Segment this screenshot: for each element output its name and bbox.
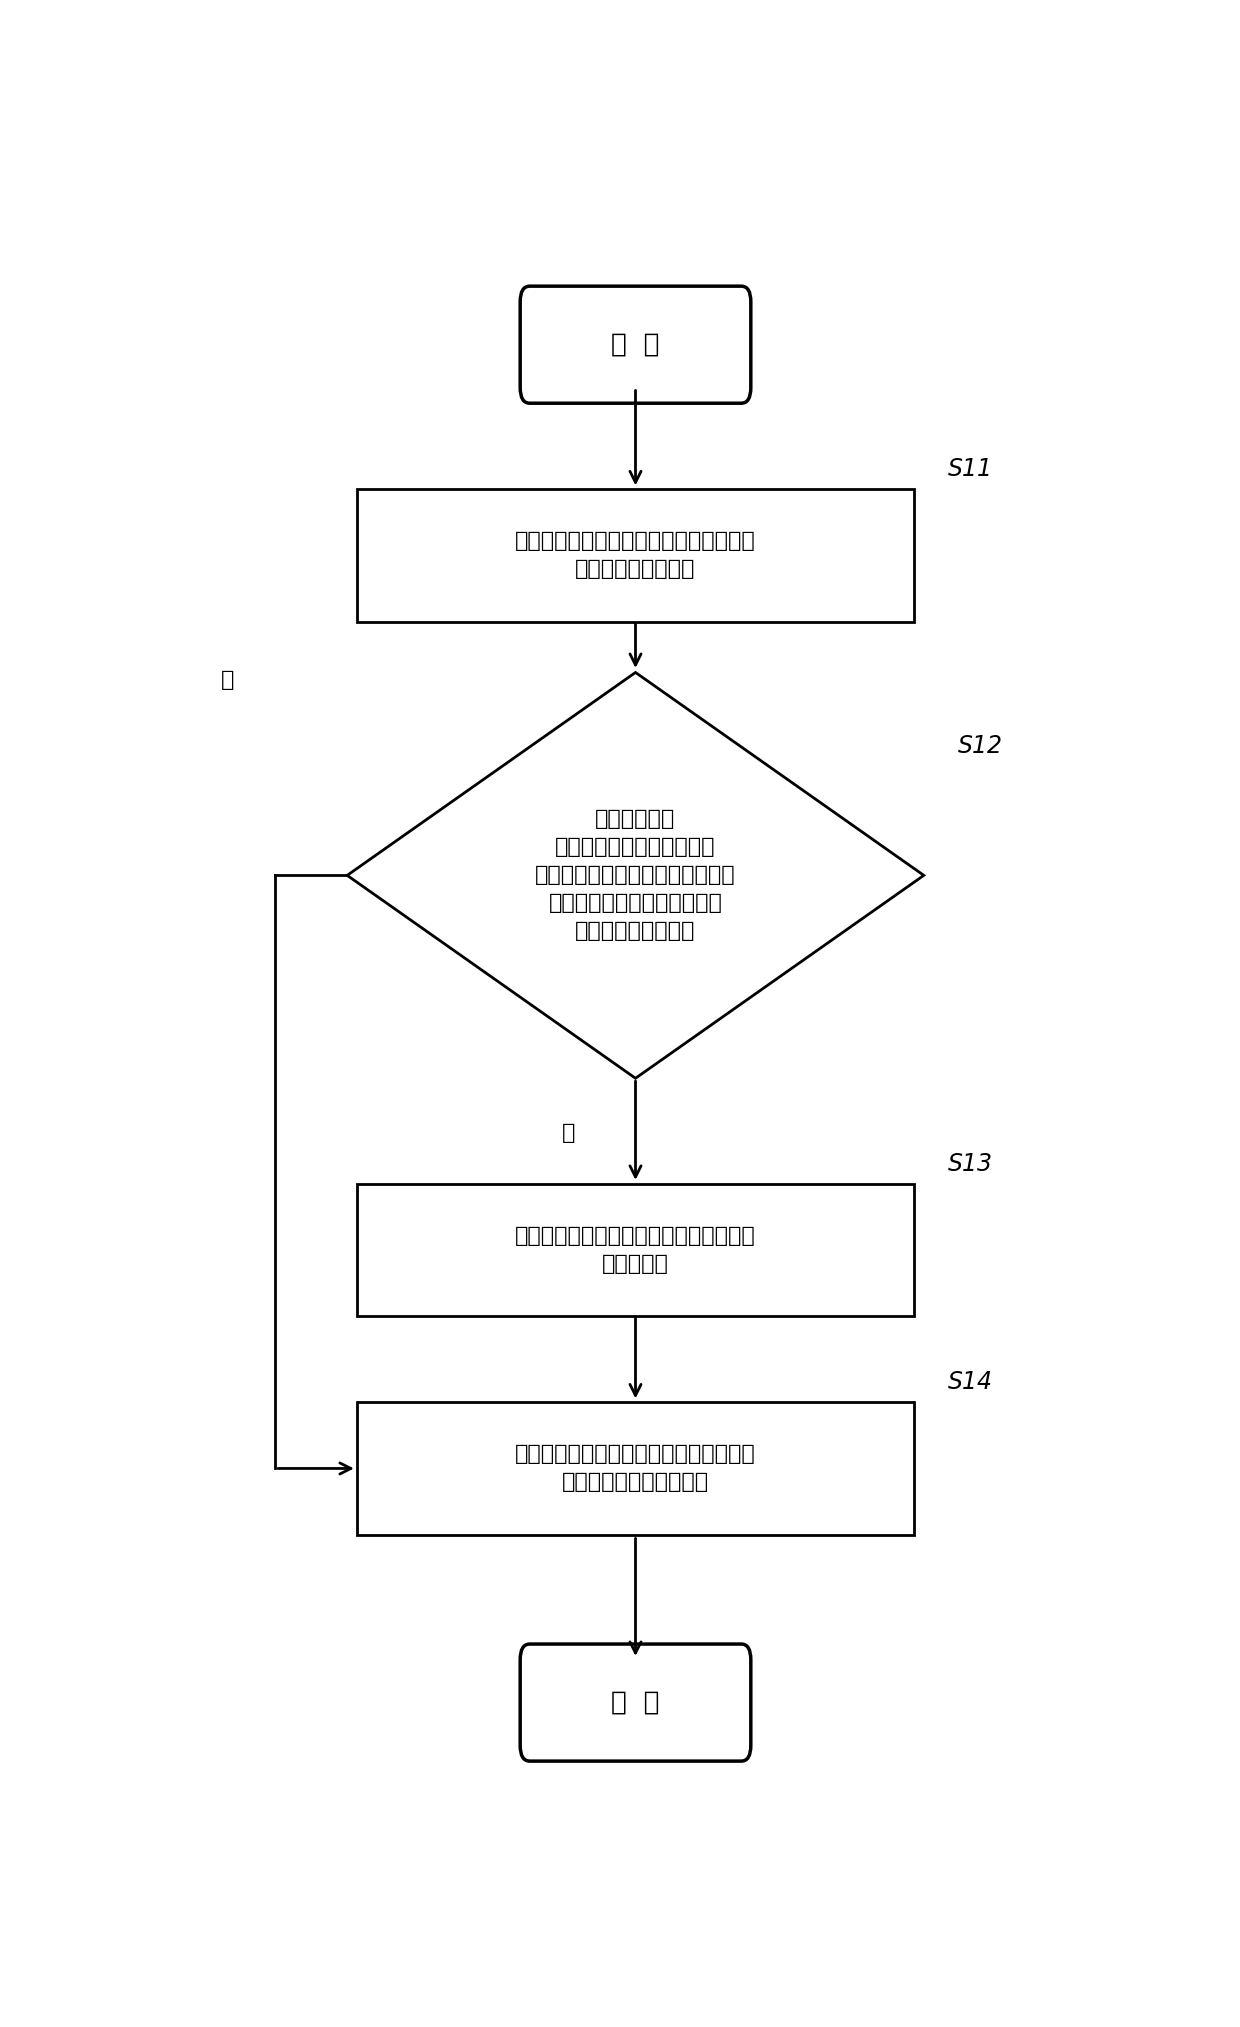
Text: 所述接口类型为局域网接口的内核网络接
口接收待转发数据包: 所述接口类型为局域网接口的内核网络接 口接收待转发数据包 [515,531,756,580]
Polygon shape [347,673,924,1078]
Bar [357,489,914,622]
Text: 开  始: 开 始 [611,332,660,357]
FancyBboxPatch shape [521,1644,751,1761]
Text: 于所述待转发数据包中添加内核网络接口
的接口标记: 于所述待转发数据包中添加内核网络接口 的接口标记 [515,1226,756,1273]
Text: S12: S12 [957,734,1002,758]
Bar [357,1403,914,1534]
Text: 结  束: 结 束 [611,1691,660,1715]
Text: 否: 否 [221,671,234,691]
Text: S14: S14 [947,1370,993,1395]
Text: S11: S11 [947,458,993,480]
Text: S13: S13 [947,1151,993,1176]
Text: 是: 是 [562,1123,575,1143]
Text: 根据接收所述
待转发数据包的内核网络接
口的接口编号判断接收所述待转发
数据包的内核网络接口的接口
状态是否为绑定状态: 根据接收所述 待转发数据包的内核网络接 口的接口编号判断接收所述待转发 数据包的… [536,809,735,941]
Bar [357,1184,914,1316]
Text: 将所述待转发数据包转发至接口类型为广
域网接口的内核网络接口: 将所述待转发数据包转发至接口类型为广 域网接口的内核网络接口 [515,1445,756,1492]
FancyBboxPatch shape [521,286,751,403]
